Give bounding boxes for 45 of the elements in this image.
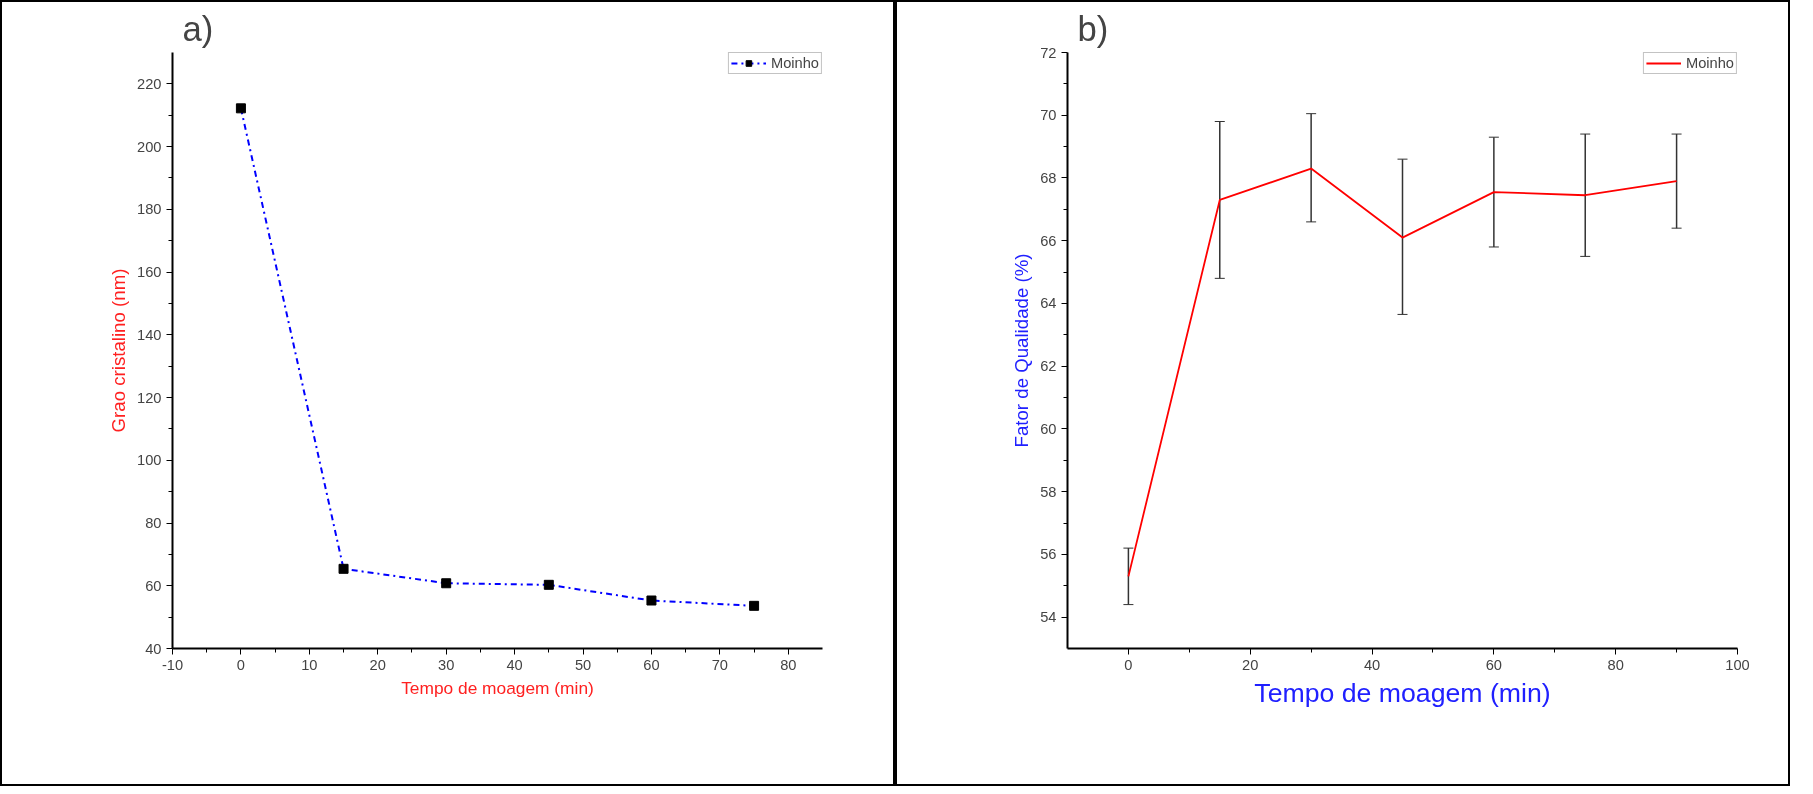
line-series [1127, 167, 1678, 578]
y-tick-label: 56 [1040, 546, 1057, 563]
x-tick-label: 80 [780, 656, 797, 673]
y-tick-label: 60 [1040, 420, 1057, 437]
y-tick-label: 220 [137, 75, 162, 92]
y-tick-label: 54 [1040, 609, 1057, 626]
x-axis-title: Tempo de moagem (min) [1254, 677, 1551, 708]
y-tick-label: 120 [137, 389, 162, 406]
y-tick-label: 70 [1040, 107, 1057, 124]
chart-title: b) [1077, 9, 1109, 48]
x-tick-label: 10 [301, 656, 318, 673]
y-tick-label: 72 [1040, 44, 1057, 61]
x-tick-label: 100 [1725, 656, 1750, 673]
x-tick-label: 70 [711, 656, 729, 673]
x-tick-label: 0 [1124, 656, 1133, 673]
x-tick-label: 30 [438, 656, 455, 673]
y-tick-label: 68 [1040, 169, 1057, 186]
x-tick-label: 40 [506, 656, 523, 673]
y-tick-label: 64 [1040, 295, 1057, 312]
y-tick-label: 66 [1040, 232, 1057, 249]
x-tick-label: 0 [236, 656, 245, 673]
x-tick-label: 20 [1242, 656, 1259, 673]
y-tick-label: 140 [137, 326, 162, 343]
chart-title: a) [182, 9, 214, 48]
x-tick-label: 80 [1607, 656, 1624, 673]
y-tick-label: 180 [137, 201, 162, 218]
y-tick-label: 40 [145, 640, 162, 657]
x-tick-label: 50 [574, 656, 592, 673]
x-axis-title: Tempo de moagem (min) [401, 677, 594, 698]
y-tick-label: 80 [145, 515, 162, 532]
y-axis-title: Grao cristalino (nm) [108, 268, 130, 433]
y-tick-label: 200 [137, 138, 162, 155]
x-tick-label: -10 [161, 656, 184, 673]
x-tick-label: 60 [1485, 656, 1503, 673]
y-tick-label: 58 [1040, 483, 1057, 500]
y-tick-label: 62 [1040, 358, 1057, 375]
y-axis-title: Fator de Qualidade (%) [1011, 253, 1033, 448]
legend-label: Moinho [1685, 55, 1734, 71]
x-tick-label: 60 [643, 656, 660, 673]
y-tick-label: 100 [137, 452, 162, 469]
x-tick-label: 40 [1363, 656, 1381, 673]
y-tick-label: 60 [145, 577, 162, 594]
legend-label: Moinho [770, 55, 819, 71]
y-tick-label: 160 [137, 264, 162, 281]
x-tick-label: 20 [369, 656, 386, 673]
